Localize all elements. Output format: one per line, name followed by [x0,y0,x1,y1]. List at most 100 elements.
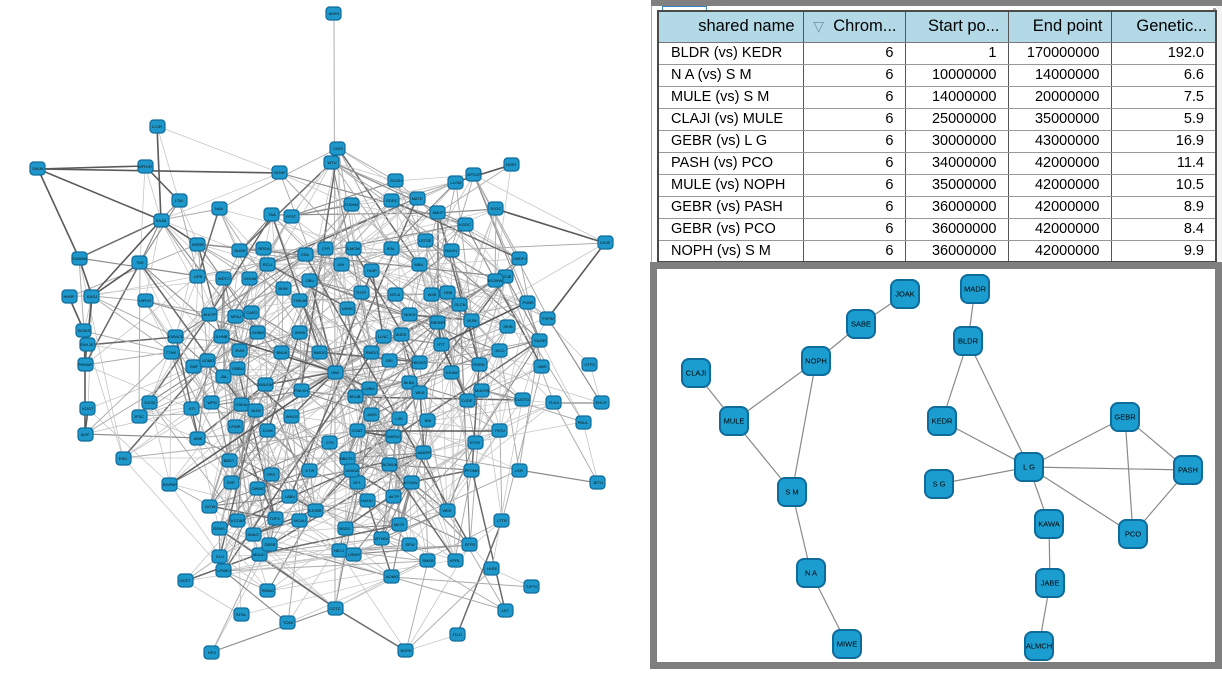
svg-text:SOOH: SOOH [390,178,402,183]
svg-text:LFWR: LFWR [229,424,240,429]
svg-text:TJFTC: TJFTC [526,584,538,589]
svg-text:SAJM: SAJM [156,218,167,223]
svg-text:FSFW: FSFW [542,316,554,321]
svg-text:NCO: NCO [496,348,505,353]
svg-text:RWDG: RWDG [366,350,379,355]
svg-text:HAHO: HAHO [361,498,373,503]
svg-text:RONS: RONS [213,526,225,531]
svg-text:LTW: LTW [175,198,183,203]
svg-text:AME: AME [194,436,203,441]
svg-text:NCPK: NCPK [400,648,411,653]
svg-text:MADR: MADR [964,285,987,294]
svg-text:GFL: GFL [353,480,362,485]
svg-text:TTHK: TTHK [166,350,177,355]
svg-text:OWMC: OWMC [251,486,264,491]
svg-text:FLKA: FLKA [549,400,559,405]
svg-text:GOAT: GOAT [351,428,363,433]
svg-text:TAA: TAA [268,212,276,217]
svg-text:BLBA: BLBA [404,380,415,385]
svg-text:BMOG: BMOG [314,350,326,355]
svg-text:WJW: WJW [251,408,261,413]
svg-text:LLGM: LLGM [451,180,462,185]
svg-text:LUBM: LUBM [363,386,374,391]
svg-text:CLAJI: CLAJI [686,369,706,378]
svg-text:JLMOW: JLMOW [346,246,361,251]
svg-text:HLEE: HLEE [487,566,498,571]
svg-text:KAWA: KAWA [1038,520,1060,529]
svg-text:KPRL: KPRL [450,558,461,563]
svg-text:BBCFU: BBCFU [340,456,354,461]
svg-text:JAL: JAL [221,374,229,379]
svg-text:PBUL: PBUL [578,420,589,425]
svg-text:N A: N A [805,569,817,578]
svg-text:PCO: PCO [1125,530,1141,539]
svg-text:NGJE: NGJE [501,274,512,279]
svg-text:BCWUK: BCWUK [383,462,398,467]
svg-text:OBU: OBU [306,278,315,283]
svg-text:HHBF: HHBF [64,294,75,299]
svg-text:WDTC: WDTC [218,276,230,281]
svg-text:RTT: RTT [437,342,445,347]
svg-text:OJDE: OJDE [462,398,473,403]
svg-text:MJAO: MJAO [247,532,258,537]
svg-text:OMS: OMS [537,364,546,369]
svg-text:FPST: FPST [286,214,297,219]
svg-text:JOAK: JOAK [895,290,915,299]
svg-text:RWAG: RWAG [262,588,274,593]
svg-text:DHLR: DHLR [596,400,607,405]
svg-text:ETISI: ETISI [470,440,480,445]
svg-text:S G: S G [933,480,946,489]
svg-text:HFG: HFG [208,650,216,655]
svg-text:LCJR: LCJR [152,124,162,129]
svg-text:MUUC: MUUC [253,552,265,557]
svg-text:KAOJ: KAOJ [87,294,97,299]
svg-text:HIW: HIW [331,370,339,375]
svg-text:AHCFF: AHCFF [203,312,217,317]
svg-text:RSRD: RSRD [473,362,484,367]
svg-text:DJUK: DJUK [263,428,274,433]
svg-text:LSK: LSK [395,416,403,421]
svg-text:RJGC: RJGC [491,206,502,211]
svg-text:GLCN: GLCN [454,302,465,307]
svg-text:KGDC: KGDC [459,222,471,227]
svg-text:DWJK: DWJK [32,166,44,171]
svg-text:THTP: THTP [356,290,367,295]
svg-text:LIFB: LIFB [194,274,203,279]
svg-text:LSHMG: LSHMG [250,330,264,335]
svg-text:OPG: OPG [267,472,276,477]
svg-text:KTI: KTI [189,406,195,411]
svg-text:KKAW: KKAW [446,370,458,375]
svg-text:HUIP: HUIP [367,268,377,273]
svg-text:LWDFJ: LWDFJ [513,256,526,261]
svg-text:BSJWW: BSJWW [488,278,503,283]
svg-text:EDRC: EDRC [386,198,397,203]
svg-text:RCLL: RCLL [263,262,274,267]
svg-text:SLDKS: SLDKS [77,328,90,333]
svg-text:HOEI: HOEI [506,162,516,167]
svg-text:RGNF: RGNF [274,170,286,175]
svg-text:WFRJR: WFRJR [138,164,152,169]
svg-text:WPN: WPN [207,400,216,405]
svg-text:WTU: WTU [327,160,336,165]
svg-text:GRI: GRI [385,358,392,363]
svg-text:BEUB: BEUB [350,394,361,399]
svg-text:KUJ: KUJ [216,554,224,559]
svg-text:PASH: PASH [1178,466,1198,475]
svg-text:CGIS: CGIS [333,146,343,151]
svg-text:KEDR: KEDR [932,417,953,426]
svg-text:DBSR: DBSR [264,542,275,547]
svg-text:NUDE: NUDE [234,248,246,253]
svg-text:OUNBW: OUNBW [71,256,87,261]
svg-text:UIPCH: UIPCH [139,298,152,303]
svg-text:PGBS: PGBS [522,300,533,305]
svg-text:UHIRC: UHIRC [342,306,355,311]
svg-text:TGPC: TGPC [269,516,280,521]
svg-text:TLSHM: TLSHM [344,202,358,207]
svg-text:EJCBR: EJCBR [308,508,321,513]
svg-text:HDB: HDB [444,290,453,295]
svg-text:DAPDC: DAPDC [387,434,401,439]
svg-text:HECJ: HECJ [334,548,344,553]
svg-text:SIHB: SIHB [503,324,513,329]
svg-text:KMWCD: KMWCD [168,334,184,339]
svg-text:SNF: SNF [190,364,199,369]
